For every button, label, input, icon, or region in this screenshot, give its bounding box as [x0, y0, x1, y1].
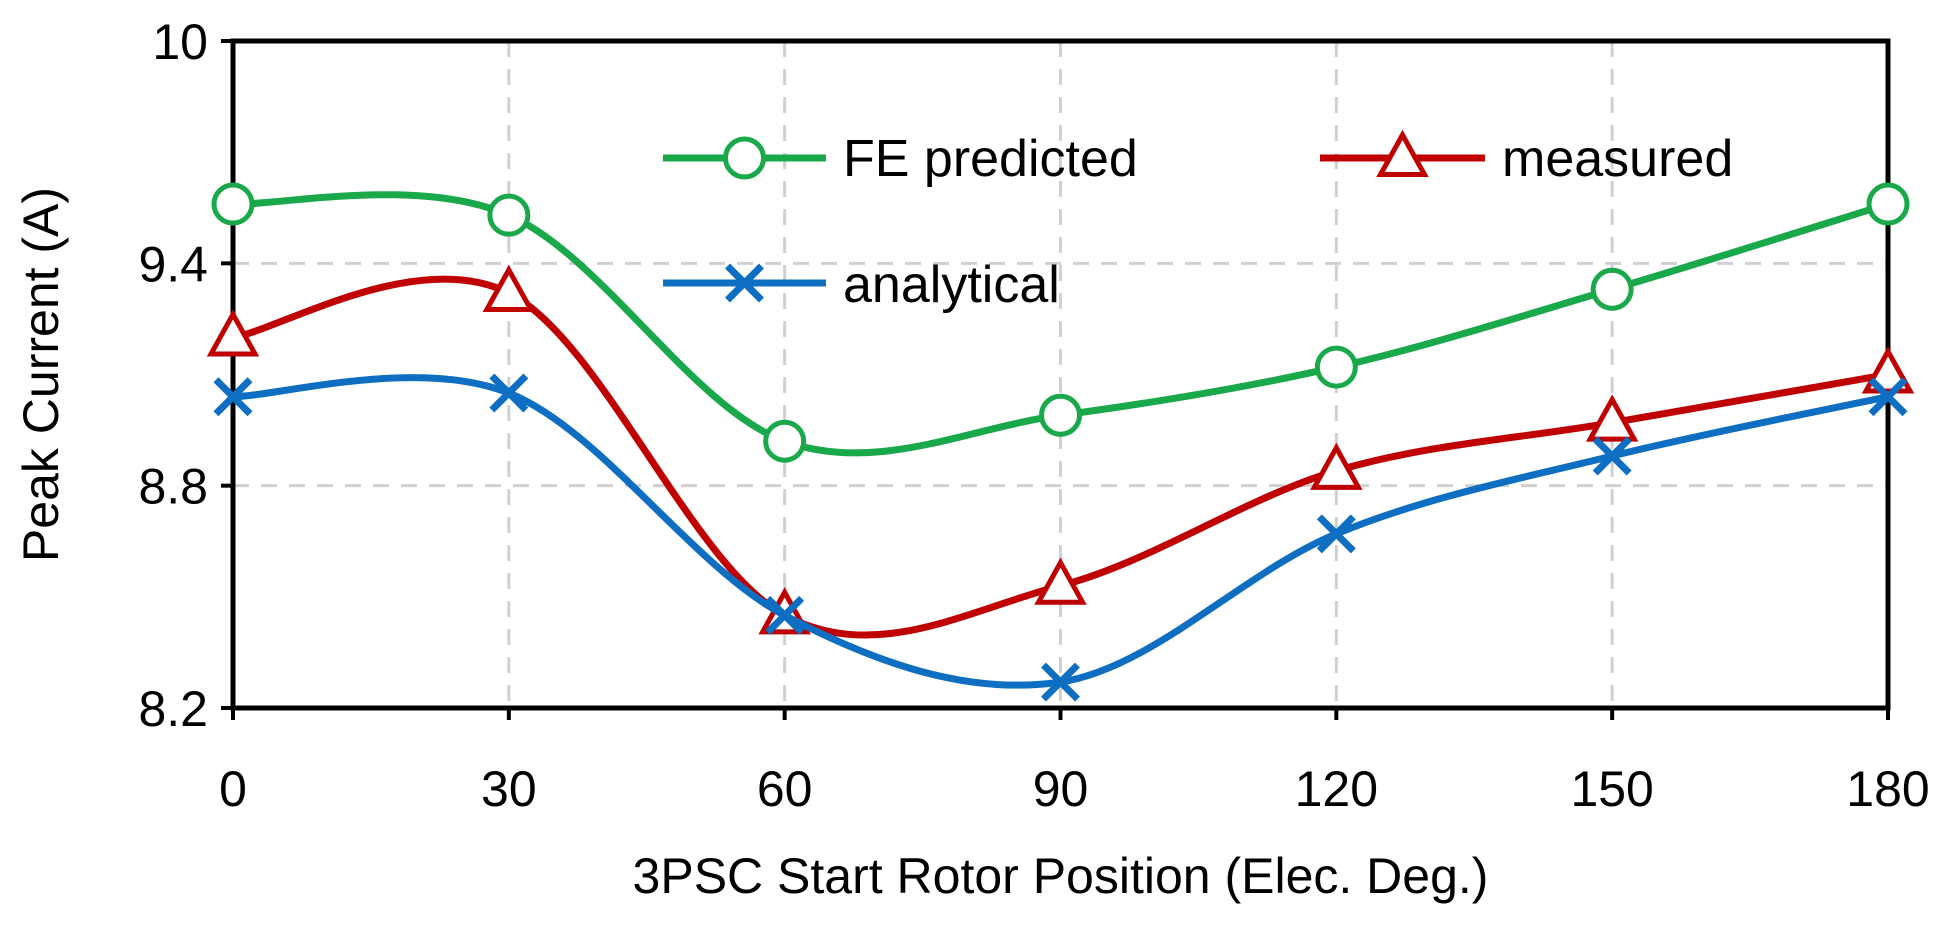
data-point-fe-predicted	[1039, 393, 1082, 437]
legend-item-measured: measured	[1320, 129, 1733, 188]
x-tick-label: 90	[1033, 761, 1089, 817]
data-point-fe-predicted	[487, 193, 531, 237]
data-point-fe-predicted	[1590, 267, 1634, 311]
legend-item-fe-predicted: FE predicted	[663, 130, 1138, 188]
legend: FE predicted measured analytical	[663, 129, 1733, 314]
series-fe-predicted	[211, 182, 1910, 463]
data-point-analytical	[1041, 662, 1080, 702]
legend-label-fe-predicted: FE predicted	[843, 130, 1138, 188]
grid	[233, 41, 1888, 708]
data-point-measured	[206, 309, 260, 357]
data-point-analytical	[489, 373, 529, 413]
y-tick-label: 10	[152, 14, 208, 70]
legend-label-analytical: analytical	[843, 256, 1060, 314]
data-point-fe-predicted	[1314, 345, 1358, 389]
x-tick-label: 60	[757, 761, 813, 817]
legend-line-fe-predicted	[663, 136, 826, 180]
data-point-fe-predicted	[211, 182, 255, 226]
y-tick-label: 9.4	[138, 236, 208, 292]
data-point-measured	[482, 264, 536, 312]
data-point-analytical	[765, 595, 805, 635]
legend-item-analytical: analytical	[663, 256, 1060, 314]
data-point-analytical	[213, 377, 253, 417]
legend-line-analytical	[663, 263, 826, 303]
data-point-fe-predicted	[1866, 182, 1910, 226]
data-point-analytical	[1868, 377, 1908, 417]
series-layer	[206, 182, 1915, 702]
data-point-measured	[1310, 442, 1363, 490]
data-point-analytical	[1592, 436, 1632, 476]
x-axis-title: 3PSC Start Rotor Position (Elec. Deg.)	[633, 848, 1489, 904]
y-axis-title: Peak Current (A)	[13, 187, 69, 562]
legend-marker-fe-predicted	[723, 136, 766, 180]
data-point-measured	[1585, 394, 1639, 442]
x-tick-label: 0	[219, 761, 247, 817]
x-tick-label: 120	[1295, 761, 1378, 817]
legend-marker-measured	[1376, 129, 1429, 177]
y-tick-label: 8.8	[138, 459, 208, 515]
series-analytical	[213, 373, 1908, 702]
data-point-analytical	[1316, 514, 1356, 554]
x-tick-label: 30	[481, 761, 537, 817]
x-tick-label: 180	[1846, 761, 1929, 817]
data-point-measured	[1034, 557, 1087, 605]
tick-labels: 0 30 60 90 120 150 180 8.2 8.8 9.4 10	[138, 14, 1929, 817]
legend-marker-analytical	[725, 263, 764, 303]
y-tick-label: 8.2	[138, 681, 208, 737]
data-point-fe-predicted	[763, 419, 807, 463]
x-tick-label: 150	[1570, 761, 1653, 817]
legend-line-measured	[1320, 129, 1485, 177]
legend-label-measured: measured	[1502, 130, 1733, 188]
